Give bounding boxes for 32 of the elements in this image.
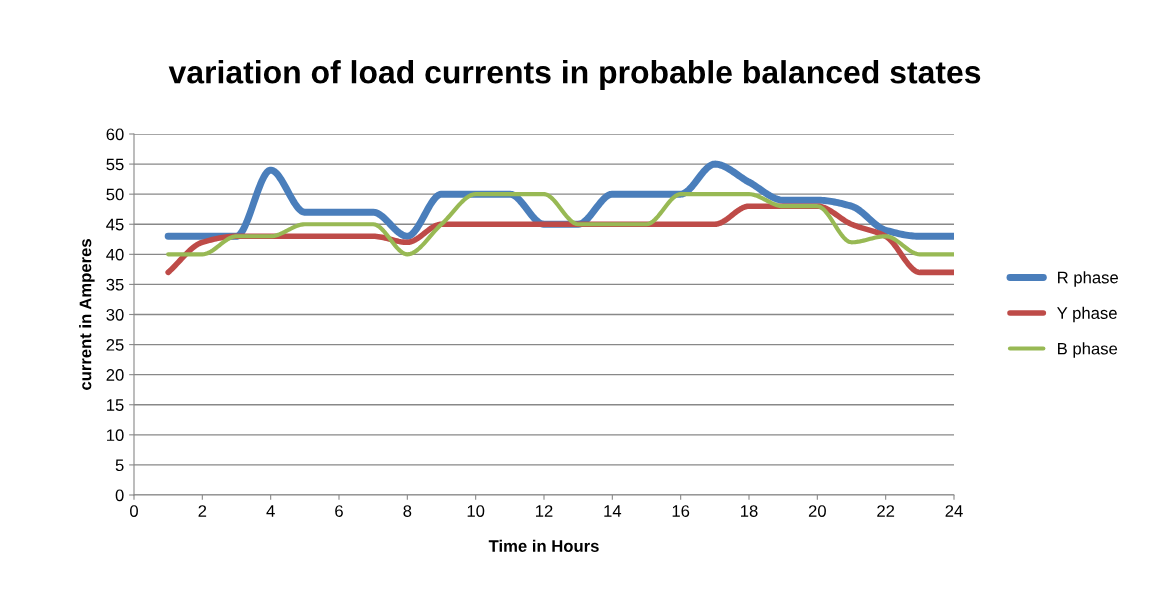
x-tick-label: 2 <box>198 505 207 517</box>
y-tick-label: 30 <box>106 308 124 321</box>
legend-label: R phase <box>1058 271 1118 287</box>
x-tick-label: 20 <box>808 505 826 517</box>
x-tick-label: 16 <box>672 505 690 517</box>
x-tick-label: 14 <box>604 505 622 517</box>
x-tick-label: 12 <box>536 505 553 517</box>
y-tick-label: 55 <box>106 158 124 171</box>
y-tick-label: 5 <box>115 459 124 472</box>
x-tick-label: 22 <box>877 505 895 517</box>
y-tick-label: 35 <box>106 278 124 291</box>
y-tick-label: 60 <box>106 128 124 141</box>
y-tick-label: 20 <box>106 369 124 381</box>
x-tick-label: 18 <box>741 505 758 517</box>
y-tick-label: 0 <box>115 489 124 502</box>
legend-label: Y phase <box>1057 306 1117 323</box>
y-tick-label: 45 <box>106 218 124 231</box>
y-tick-label: 50 <box>106 188 124 201</box>
x-tick-label: 24 <box>945 505 963 517</box>
x-tick-label: 0 <box>130 505 138 517</box>
x-tick-label: 10 <box>467 505 485 517</box>
y-tick-label: 10 <box>107 429 124 442</box>
y-tick-label: 15 <box>107 399 124 411</box>
y-tick-label: 25 <box>106 338 124 351</box>
y-tick-label: 40 <box>106 248 124 261</box>
x-tick-label: 8 <box>403 505 412 517</box>
x-tick-label: 4 <box>266 505 275 517</box>
chart-title: variation of load currents in probable balanced states <box>168 60 981 90</box>
x-axis-title: Time in Hours <box>488 539 599 552</box>
x-tick-label: 6 <box>335 505 343 517</box>
legend-label: B phase <box>1058 342 1118 358</box>
y-axis-title: current in Amperes <box>79 239 95 390</box>
